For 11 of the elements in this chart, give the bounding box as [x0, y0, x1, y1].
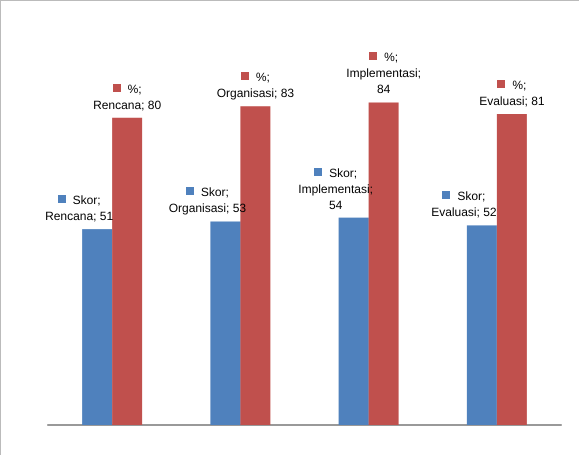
bar: [210, 221, 240, 425]
data-label: %; Organisasi; 83: [216, 69, 296, 102]
bar: [112, 118, 142, 425]
data-label: Skor; Evaluasi; 52: [430, 188, 498, 220]
bar: [466, 225, 497, 425]
bar: [82, 229, 112, 425]
data-label: %; Rencana; 80: [92, 80, 162, 113]
data-label: %; Implementasi; 84: [345, 49, 422, 98]
data-label: %; Evaluasi; 81: [478, 76, 546, 109]
bar: [496, 114, 527, 425]
bar: [338, 218, 369, 425]
